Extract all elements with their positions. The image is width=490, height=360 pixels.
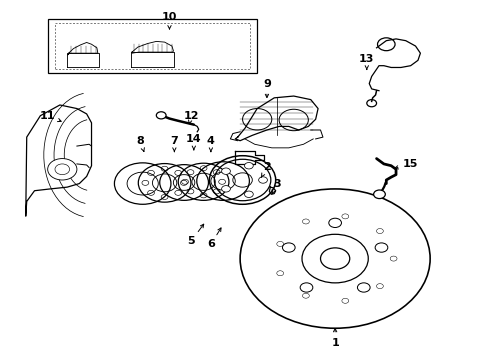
Text: 13: 13: [359, 54, 374, 64]
Text: 12: 12: [184, 111, 199, 121]
Text: 11: 11: [40, 111, 55, 121]
Polygon shape: [130, 52, 174, 67]
Circle shape: [357, 283, 370, 292]
Circle shape: [48, 158, 77, 180]
Circle shape: [282, 243, 295, 252]
Circle shape: [221, 168, 230, 174]
Bar: [48, 19, 257, 73]
Circle shape: [300, 283, 313, 292]
Polygon shape: [270, 187, 276, 194]
Polygon shape: [68, 42, 98, 55]
Text: 14: 14: [186, 134, 202, 144]
Text: 2: 2: [263, 162, 271, 172]
Circle shape: [329, 218, 342, 228]
Text: 8: 8: [136, 136, 144, 146]
Circle shape: [320, 248, 350, 269]
Polygon shape: [235, 96, 318, 141]
Circle shape: [374, 190, 385, 199]
Text: 9: 9: [263, 78, 271, 89]
Text: 6: 6: [207, 239, 215, 249]
Polygon shape: [132, 41, 173, 53]
Circle shape: [245, 162, 253, 169]
Circle shape: [245, 191, 253, 198]
Circle shape: [221, 186, 230, 192]
Text: 5: 5: [188, 236, 195, 246]
Polygon shape: [235, 152, 265, 164]
Text: 7: 7: [171, 136, 178, 146]
Text: 4: 4: [207, 136, 215, 146]
Circle shape: [375, 243, 388, 252]
Polygon shape: [67, 53, 99, 67]
Text: 1: 1: [331, 338, 339, 347]
Circle shape: [156, 112, 166, 119]
Polygon shape: [26, 105, 92, 216]
Text: 15: 15: [403, 159, 418, 169]
Circle shape: [259, 177, 268, 183]
Text: 3: 3: [273, 179, 280, 189]
Bar: [55, 23, 250, 69]
Text: 10: 10: [162, 13, 177, 22]
